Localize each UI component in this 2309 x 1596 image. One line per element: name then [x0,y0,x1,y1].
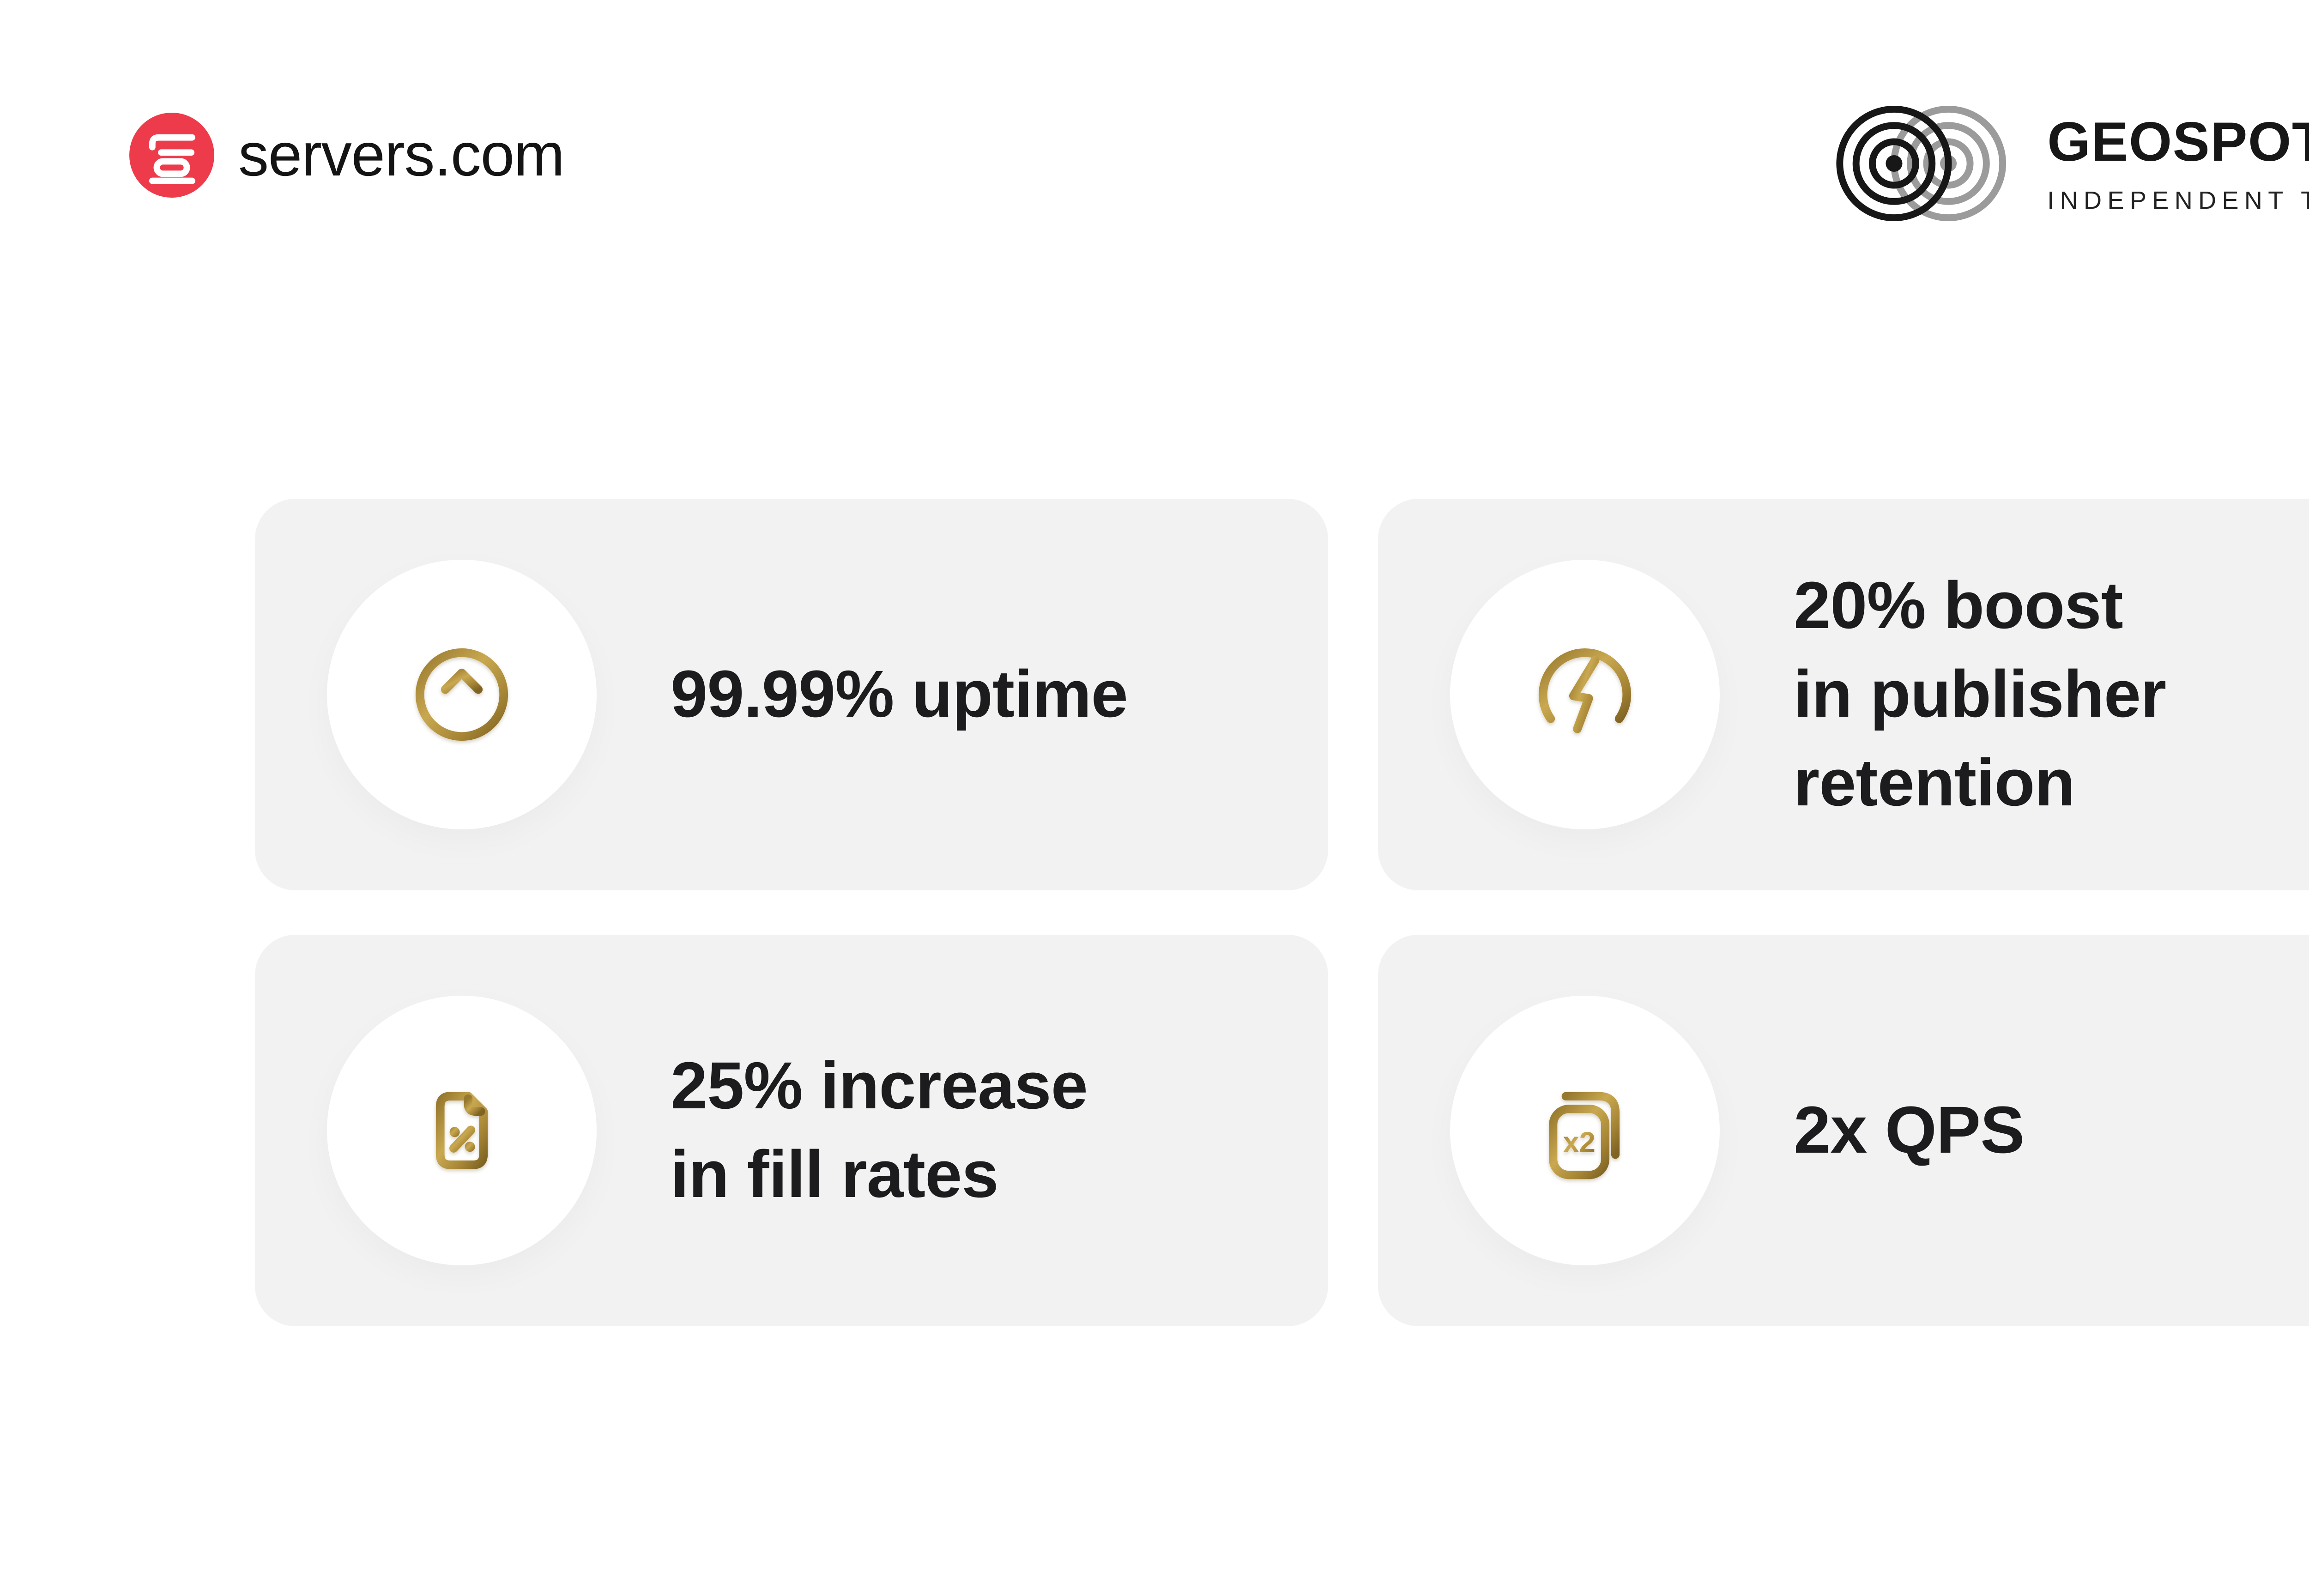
geospot-text-block: GEOSPOT MEDIA INDEPENDENT TRADING DESK [2047,113,2309,214]
geospot-title: GEOSPOT MEDIA [2047,113,2309,174]
document-percent-icon [435,1092,488,1169]
card-fill-rates: 25% increase in fill rates [255,935,1328,1326]
card-text: 20% boost in publisher retention [1794,562,2166,828]
icon-circle [327,560,597,829]
ripple-circles-icon [1837,105,2007,222]
card-text-line: 25% increase [671,1047,1088,1124]
copy-x2-icon: x2 [1549,1092,1620,1179]
ripple-black-group [1837,105,1952,222]
icon-circle [327,996,597,1265]
card-text-line: 99.99% uptime [671,656,1128,732]
copy-x2-icon-label: x2 [1563,1126,1595,1159]
servers-com-wordmark: servers.com [238,120,565,188]
stat-cards-grid: 99.99% uptime 20% boost in publisher ret… [255,499,2309,1326]
card-text: 99.99% uptime [671,650,1128,739]
card-text-line: retention [1794,744,2075,820]
geospot-media-logo: GEOSPOT MEDIA INDEPENDENT TRADING DESK [1837,92,2309,235]
icon-circle [1450,560,1720,829]
gauge-bolt-icon [1538,648,1632,733]
servers-com-logo: servers.com [129,113,565,198]
card-text-line: in publisher [1794,656,2166,732]
geospot-subtitle: INDEPENDENT TRADING DESK [2047,187,2309,214]
card-text: 2x QPS [1794,1086,2025,1175]
stylized-s-mark [149,134,195,184]
card-text-line: 2x QPS [1794,1092,2025,1168]
card-text-line: in fill rates [671,1136,999,1212]
card-publisher-retention: 20% boost in publisher retention [1378,499,2309,890]
card-qps: x2 2x QPS [1378,935,2309,1326]
servers-com-logo-icon [129,113,214,198]
card-text-line: 20% boost [1794,567,2123,643]
card-text: 25% increase in fill rates [671,1042,1088,1219]
card-uptime: 99.99% uptime [255,499,1328,890]
arrow-up-circle-icon [415,648,508,741]
icon-circle: x2 [1450,996,1720,1265]
